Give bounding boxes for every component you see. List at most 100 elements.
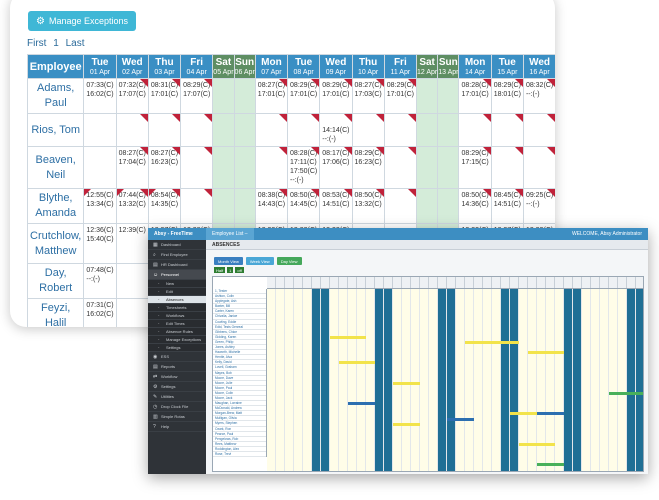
time-cell[interactable] [437,113,460,147]
time-cell[interactable]: 12:39(C) [115,223,149,264]
time-cell[interactable] [212,146,235,189]
time-cell[interactable]: 08:27(C) 17:01(C) [254,78,289,114]
planner-employee-name[interactable]: Pearce, Paul [213,432,266,437]
time-cell[interactable] [351,113,385,147]
planner-employee-name[interactable]: Kelly, David [213,360,266,366]
planner-employee-name[interactable]: Moore, Jack [213,396,266,402]
absence-bar[interactable] [339,361,375,365]
planner-employee-name[interactable]: Chivalia, Janice [213,314,266,320]
sidebar-item[interactable]: · Workflows [148,312,206,320]
time-cell[interactable]: 09:25(C) --:(-) [522,188,555,224]
employee-name-link[interactable]: Blythe, Amanda [26,188,85,224]
time-cell[interactable]: 08:53(C) 14:51(C) [319,188,353,224]
time-cell[interactable]: 08:45(C) 14:51(C) [490,188,524,224]
time-cell[interactable] [115,263,149,299]
planner-employee-name[interactable]: Rose, Trevi [213,452,266,458]
time-cell[interactable]: 12:36(C) 15:40(C) [83,223,117,264]
planner-employee-name[interactable]: Mayes, Bob [213,371,266,376]
sidebar-item[interactable]: ◷ Drop Clock File [148,402,206,412]
time-cell[interactable] [233,188,256,224]
planner-employee-name[interactable]: Ozark, Ron [213,427,266,432]
planner-employee-name[interactable]: Baxter, Bill [213,304,266,310]
sidebar-item[interactable]: · Timesheets [148,304,206,312]
time-cell[interactable]: 08:17(C) 17:06(C) [319,146,353,189]
time-cell[interactable] [522,113,555,147]
planner-employee-name[interactable]: Moore, Paul [213,386,266,391]
time-cell[interactable]: 07:48(C) --:(-) [83,263,117,299]
welcome-text[interactable]: WELCOME, Absy Administrator [571,231,642,237]
time-cell[interactable]: 08:54(C) 14:35(C) [147,188,182,224]
sidebar-item[interactable]: ▤ Reports [148,362,206,372]
time-cell[interactable] [254,146,289,189]
time-cell[interactable] [212,78,235,114]
absence-bar[interactable] [465,341,519,344]
time-cell[interactable]: 07:33(C) 16:02(C) [83,78,117,114]
time-cell[interactable] [147,113,182,147]
sidebar-item[interactable]: · New [148,280,206,288]
absence-bar[interactable] [510,412,555,416]
time-cell[interactable]: 07:32(C) 17:07(C) [115,78,149,114]
sidebar-item[interactable]: · Manage Exceptions [148,336,206,344]
planner-employee-name[interactable]: Hentle, Alva [213,355,266,361]
time-cell[interactable]: 08:27(C) 17:03(C) [351,78,385,114]
time-cell[interactable] [180,113,214,147]
planner-employee-name[interactable]: Haworth, Michelle [213,350,266,356]
planner-employee-name[interactable]: Maughan, Lorraine [213,401,266,407]
time-cell[interactable] [458,113,492,147]
sidebar-item[interactable]: ⇄ Workflow [148,372,206,382]
planner-employee-name[interactable]: McDonald, Andrew [213,406,266,412]
time-cell[interactable]: 08:29(C) 17:01(C) [287,78,321,114]
employee-name-link[interactable]: Beaven, Neil [26,146,85,189]
time-cell[interactable] [180,188,214,224]
time-cell[interactable] [415,113,439,147]
absence-bar[interactable] [330,335,366,339]
time-cell[interactable] [437,188,460,224]
employee-name-link[interactable]: Adams, Paul [26,78,85,114]
time-cell[interactable] [415,188,439,224]
time-cell[interactable]: 07:31(C) 16:02(C) [83,298,117,327]
planner-employee-name[interactable]: Mulligan, Olivia [213,416,266,422]
week-view-button[interactable]: Week View [245,257,274,265]
sidebar-item[interactable]: · Edit Times [148,320,206,328]
day-view-button[interactable]: Day View [276,257,302,265]
planner-employee-name[interactable]: Moore, Julie [213,381,266,386]
time-cell[interactable] [415,146,439,189]
time-cell[interactable] [437,78,460,114]
sidebar-item[interactable]: · Absence Rules [148,328,206,336]
sidebar-item[interactable]: ⚙ Settings [148,382,206,392]
time-cell[interactable]: 08:29(C) 17:15(C) [458,146,492,189]
sidebar-item[interactable]: ▦ Dashboard [148,240,206,250]
time-cell[interactable] [180,146,214,189]
planner-employee-name[interactable]: Jones, Ashley [213,345,266,351]
time-cell[interactable] [115,113,149,147]
planner-employee-name[interactable]: Myers, Stephen [213,421,266,427]
sidebar-item[interactable]: ⌕ Find Employee [148,250,206,260]
time-cell[interactable]: 08:28(C) 17:01(C) [458,78,492,114]
time-cell[interactable]: 08:38(C) 14:43(C) [254,188,289,224]
sidebar-item[interactable]: ▥ Simple Rotas [148,412,206,422]
planner-employee-name[interactable]: Morgan-Brew, Matt [213,411,266,417]
time-cell[interactable] [233,113,256,147]
absence-bar[interactable] [528,351,564,355]
planner-employee-name[interactable]: Lovell, Graham [213,365,266,371]
time-cell[interactable]: 08:29(C) 17:07(C) [180,78,214,114]
sidebar-item[interactable]: · Edit [148,288,206,296]
time-cell[interactable] [522,146,555,189]
time-cell[interactable] [212,188,235,224]
planner-employee-name[interactable]: Gidding, Karen [213,335,266,340]
planner-employee-name[interactable]: 1, Tester [213,289,266,295]
time-cell[interactable]: 08:29(C) 18:01(C) [490,78,524,114]
time-cell[interactable]: 08:50(C) 14:45(C) [287,188,321,224]
planner-employee-name[interactable]: Ashton, Colin [213,294,266,300]
time-cell[interactable] [383,146,417,189]
time-cell[interactable]: 08:27(C) 17:04(C) [115,146,149,189]
planner-employee-name[interactable]: Gibbens, Chloe [213,330,266,335]
sidebar-item[interactable]: ◉ ESS [148,352,206,362]
planner-employee-name[interactable]: Moore, Colin [213,391,266,396]
absence-bar[interactable] [393,422,420,426]
time-cell[interactable] [490,113,524,147]
sidebar-item[interactable]: · Settings [148,344,206,352]
employee-name-link[interactable]: Feyzi, Halil [26,298,85,327]
pager-first[interactable]: First [27,38,47,49]
time-cell[interactable]: 08:28(C) 17:11(C) 17:50(C) --:(-) [287,146,321,189]
